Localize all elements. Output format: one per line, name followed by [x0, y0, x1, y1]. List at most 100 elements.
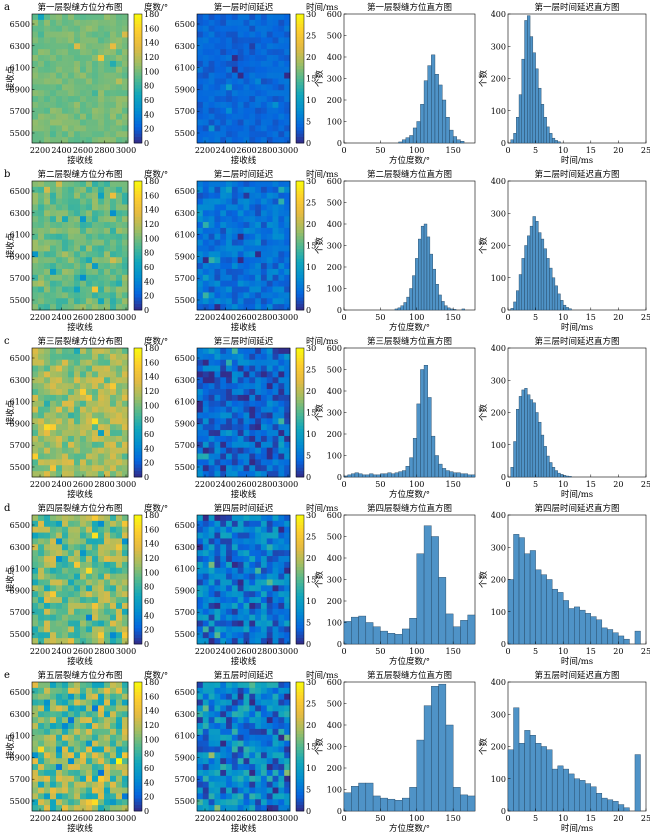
x-tick-label: 150	[446, 647, 461, 656]
heatmap-cell	[231, 286, 239, 293]
heatmap-cell	[56, 556, 63, 563]
heatmap-cell	[56, 579, 63, 586]
x-tick-label: 20	[613, 313, 623, 322]
heatmap-cell	[226, 204, 233, 211]
heatmap-cell	[220, 746, 227, 753]
heatmap-cell	[50, 717, 57, 724]
heatmap-cell	[38, 556, 45, 563]
x-tick-label: 100	[409, 146, 424, 155]
heatmap-cell	[226, 608, 233, 616]
heatmap-cell	[202, 286, 210, 293]
heatmap-cell	[278, 233, 285, 241]
heatmap-cell	[255, 14, 262, 21]
heatmap-cell	[104, 131, 111, 138]
heatmap-cell	[278, 626, 285, 633]
heatmap-cell	[44, 359, 51, 366]
bars	[510, 388, 572, 478]
heatmap-cell	[220, 298, 227, 305]
heatmap-cell	[255, 799, 262, 806]
heatmap-cell	[255, 699, 262, 706]
heatmap-cell	[98, 435, 105, 443]
heatmap-cell	[98, 441, 105, 449]
heatmap-cell	[208, 96, 215, 103]
heatmap-cell	[231, 359, 239, 366]
heatmap-cell	[50, 216, 57, 223]
heatmap-cell	[104, 371, 111, 378]
heatmap-cell	[86, 614, 93, 621]
heatmap-cell	[220, 292, 227, 299]
heatmap-cell	[98, 274, 105, 282]
heatmap-cell	[74, 758, 81, 765]
heatmap-cell	[56, 424, 63, 431]
heatmap-cell	[92, 520, 99, 528]
heatmap-cell	[266, 113, 273, 120]
heatmap-cell	[122, 705, 129, 712]
heatmap-cell	[44, 263, 51, 270]
heatmap-cell	[255, 268, 262, 276]
heatmap-cell	[255, 55, 262, 62]
heatmap-cell	[249, 687, 256, 695]
heatmap-cell	[62, 298, 69, 305]
colorbar-step	[134, 544, 142, 548]
heatmap-cell	[214, 251, 221, 258]
y-tick-label: 5700	[175, 775, 195, 784]
heatmap-cell	[220, 107, 227, 115]
heatmap-cell	[50, 740, 57, 747]
heatmap-cell	[110, 746, 117, 753]
heatmap-cell	[80, 579, 87, 586]
heatmap-cell	[272, 222, 279, 229]
heatmap-cell	[249, 286, 256, 293]
heatmap-cell	[68, 210, 75, 217]
y-tick-label: 5900	[10, 252, 30, 261]
heatmap-cell	[80, 181, 87, 188]
heatmap-cell	[278, 705, 285, 712]
heatmap-cell	[202, 55, 210, 62]
heatmap-cell	[110, 693, 117, 700]
heatmap-cell	[122, 239, 129, 246]
x-tick-label: 15	[586, 313, 596, 322]
heatmap-cell	[278, 591, 285, 598]
heatmap-cell	[92, 544, 99, 551]
colorbar-step	[134, 306, 142, 311]
heatmap-cell	[92, 532, 99, 539]
heatmap-cell	[116, 746, 123, 753]
colorbar-step	[134, 444, 142, 449]
heatmap-cell	[260, 728, 268, 736]
heatmap-cell	[38, 107, 45, 115]
heatmap-cell	[50, 268, 57, 276]
heatmap-cell	[50, 371, 57, 378]
heatmap-cell	[237, 799, 244, 806]
heatmap-cell	[272, 687, 279, 695]
heatmap-cell	[50, 758, 57, 765]
heatmap-cell	[231, 192, 239, 199]
colorbar-tick-label: 120	[144, 387, 159, 396]
heatmap-cell	[243, 43, 250, 50]
heatmap-cell	[284, 25, 291, 32]
heatmap-cell	[62, 515, 69, 522]
heatmap-cell	[92, 740, 99, 747]
x-tick-label: 10	[558, 647, 568, 656]
heatmap-cell	[220, 37, 227, 44]
heatmap-cell	[249, 353, 256, 361]
colorbar-label: 时间/ms	[306, 2, 338, 13]
heatmap-cell	[278, 746, 285, 753]
colorbar-step	[296, 518, 304, 522]
y-tick-label: 5900	[175, 85, 195, 94]
heatmap-cell	[116, 561, 123, 569]
heatmap-cell	[122, 538, 129, 545]
heatmap-cell	[68, 520, 75, 528]
heatmap-cell	[122, 377, 129, 384]
heatmap-cell	[284, 550, 291, 557]
heatmap-cell	[116, 251, 123, 258]
heatmap-cell	[80, 298, 87, 305]
heatmap-cell	[74, 268, 81, 276]
heatmap-cell	[104, 14, 111, 21]
heatmap-cell	[255, 280, 262, 287]
heatmap-cell	[50, 204, 57, 211]
y-tick-label: 100	[327, 619, 342, 628]
x-tick-label: 3000	[116, 814, 136, 823]
heatmap-cell	[62, 608, 69, 616]
heatmap-cell	[56, 245, 63, 252]
heatmap-cell	[110, 227, 117, 235]
heatmap-cell	[98, 394, 105, 402]
